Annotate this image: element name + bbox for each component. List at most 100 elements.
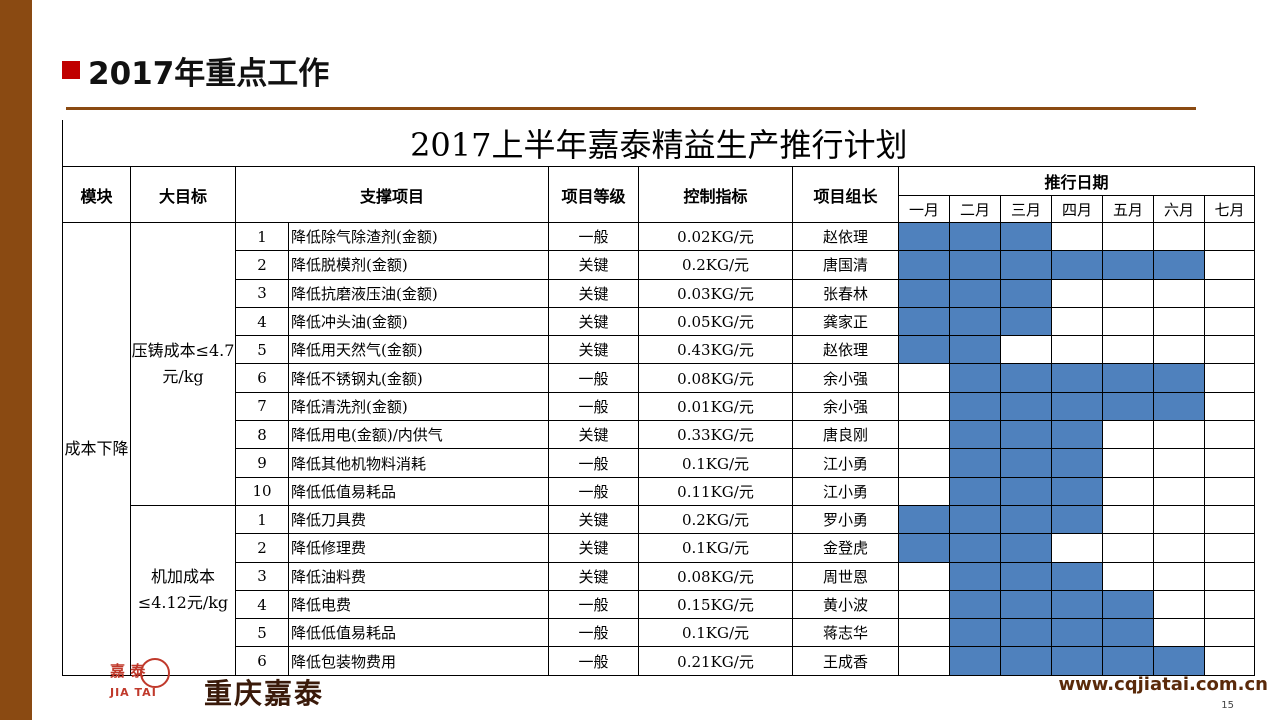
item-cell: 降低清洗剂(金额) — [288, 391, 549, 422]
row-number-cell: 9 — [235, 448, 289, 478]
leader-cell: 唐国清 — [792, 250, 899, 280]
schedule-cell-empty — [1203, 250, 1256, 280]
plan-table: 2017上半年嘉泰精益生产推行计划 模块 大目标 支撑项目 项目等级 控制指标 … — [61, 120, 1256, 676]
indicator-cell: 0.05KG/元 — [638, 306, 793, 337]
schedule-cell-active — [949, 221, 1001, 252]
header-month: 四月 — [1051, 195, 1103, 223]
schedule-cell-empty — [1153, 476, 1205, 506]
table-row: 8 降低用电(金额)/内供气 关键 0.33KG/元 唐良刚 — [63, 420, 1256, 450]
item-cell: 降低用电(金额)/内供气 — [288, 420, 549, 450]
indicator-cell: 0.1KG/元 — [638, 618, 793, 648]
leader-cell: 赵依理 — [792, 335, 899, 365]
schedule-cell-empty — [1203, 618, 1256, 648]
table-row: 9 降低其他机物料消耗 一般 0.1KG/元 江小勇 — [63, 448, 1256, 478]
schedule-cell-empty — [898, 391, 950, 422]
schedule-cell-active — [1000, 278, 1052, 308]
schedule-cell-active — [1051, 646, 1103, 676]
schedule-cell-empty — [1203, 589, 1256, 620]
item-cell: 降低冲头油(金额) — [288, 306, 549, 337]
logo-company-name: 重庆嘉泰 — [204, 677, 325, 710]
leader-cell: 龚家正 — [792, 306, 899, 337]
schedule-cell-empty — [1102, 561, 1154, 591]
schedule-cell-active — [1000, 221, 1052, 252]
goal-cell: 机加成本≤4.12元/kg — [130, 504, 236, 676]
item-cell: 降低油料费 — [288, 561, 549, 591]
schedule-cell-active — [898, 221, 950, 252]
level-cell: 一般 — [548, 646, 639, 676]
schedule-cell-active — [1000, 476, 1052, 506]
indicator-cell: 0.1KG/元 — [638, 533, 793, 563]
item-cell: 降低其他机物料消耗 — [288, 448, 549, 478]
schedule-cell-active — [949, 306, 1001, 337]
schedule-cell-empty — [1203, 306, 1256, 337]
level-cell: 关键 — [548, 306, 639, 337]
schedule-cell-active — [1000, 618, 1052, 648]
header-month: 二月 — [949, 195, 1001, 223]
table-row: 7 降低清洗剂(金额) 一般 0.01KG/元 余小强 — [63, 391, 1256, 422]
slide-title-area: 2017年重点工作 — [62, 48, 329, 92]
level-cell: 关键 — [548, 561, 639, 591]
level-cell: 关键 — [548, 250, 639, 280]
schedule-cell-active — [898, 533, 950, 563]
schedule-cell-empty — [1153, 504, 1205, 535]
header-month: 五月 — [1102, 195, 1154, 223]
schedule-cell-active — [1102, 618, 1154, 648]
item-cell: 降低不锈钢丸(金额) — [288, 363, 549, 393]
indicator-cell: 0.02KG/元 — [638, 221, 793, 252]
indicator-cell: 0.03KG/元 — [638, 278, 793, 308]
schedule-cell-active — [949, 561, 1001, 591]
schedule-cell-empty — [898, 476, 950, 506]
title-bullet-square — [62, 61, 80, 79]
item-cell: 降低脱模剂(金额) — [288, 250, 549, 280]
leader-cell: 王成香 — [792, 646, 899, 676]
goal-cell: 压铸成本≤4.7元/kg — [130, 222, 236, 506]
schedule-cell-empty — [1102, 221, 1154, 252]
company-logo: 嘉 泰 JIA TAI 重庆嘉泰 — [110, 658, 325, 710]
schedule-cell-active — [898, 278, 950, 308]
schedule-cell-active — [949, 618, 1001, 648]
row-number-cell: 5 — [235, 618, 289, 648]
level-cell: 一般 — [548, 363, 639, 393]
row-number-cell: 3 — [235, 278, 289, 308]
schedule-cell-empty — [898, 448, 950, 478]
leader-cell: 余小强 — [792, 391, 899, 422]
leader-cell: 周世恩 — [792, 561, 899, 591]
schedule-cell-active — [1000, 363, 1052, 393]
header-schedule: 推行日期 — [897, 166, 1256, 196]
schedule-cell-active — [1051, 589, 1103, 620]
row-number-cell: 8 — [235, 420, 289, 450]
schedule-cell-empty — [1051, 278, 1103, 308]
schedule-cell-active — [1000, 504, 1052, 535]
schedule-cell-empty — [1203, 278, 1256, 308]
schedule-cell-active — [1051, 504, 1103, 535]
schedule-cell-active — [1102, 589, 1154, 620]
table-row: 3 降低油料费 关键 0.08KG/元 周世恩 — [63, 561, 1256, 591]
row-number-cell: 4 — [235, 306, 289, 337]
schedule-cell-active — [949, 420, 1001, 450]
schedule-cell-active — [949, 533, 1001, 563]
table-row: 成本下降 压铸成本≤4.7元/kg 1 降低除气除渣剂(金额) 一般 0.02KG/元 赵依… — [62, 221, 1256, 676]
schedule-cell-active — [1102, 363, 1154, 393]
table-row: 10 降低低值易耗品 一般 0.11KG/元 江小勇 — [63, 476, 1256, 506]
row-number-cell: 1 — [235, 504, 289, 535]
indicator-cell: 0.1KG/元 — [638, 448, 793, 478]
schedule-cell-empty — [1203, 335, 1256, 365]
header-module: 模块 — [62, 166, 131, 223]
item-cell: 降低用天然气(金额) — [288, 335, 549, 365]
schedule-cell-empty — [898, 646, 950, 676]
item-cell: 降低低值易耗品 — [288, 618, 549, 648]
leader-cell: 余小强 — [792, 363, 899, 393]
indicator-cell: 0.11KG/元 — [638, 476, 793, 506]
table-row: 6 降低包装物费用 一般 0.21KG/元 王成香 — [63, 646, 1256, 676]
schedule-cell-active — [1000, 533, 1052, 563]
schedule-cell-empty — [1203, 533, 1256, 563]
indicator-cell: 0.15KG/元 — [638, 589, 793, 620]
schedule-cell-empty — [1051, 306, 1103, 337]
schedule-cell-empty — [1102, 420, 1154, 450]
table-row: 4 降低冲头油(金额) 关键 0.05KG/元 龚家正 — [63, 306, 1256, 337]
schedule-cell-empty — [1102, 335, 1154, 365]
plan-title: 2017上半年嘉泰精益生产推行计划 — [61, 120, 1255, 167]
schedule-cell-empty — [898, 363, 950, 393]
schedule-cell-empty — [898, 561, 950, 591]
page-number: 15 — [1221, 700, 1234, 711]
